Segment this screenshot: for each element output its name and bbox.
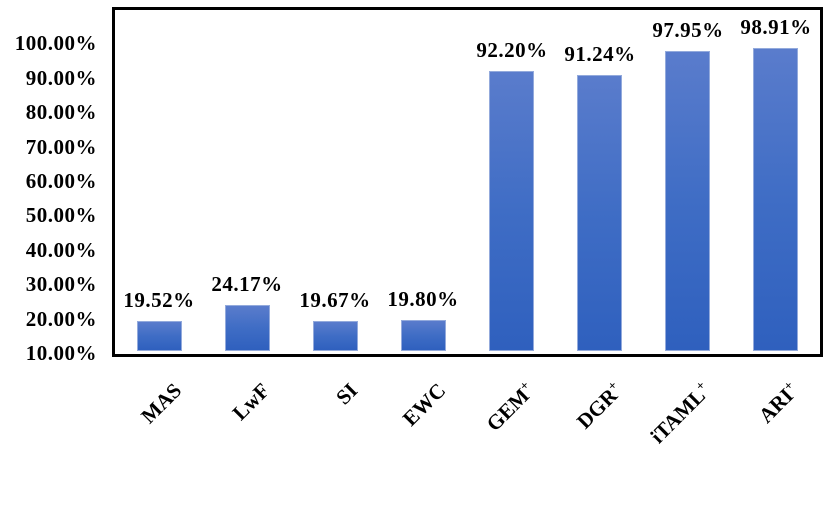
x-category-label-text: MAS bbox=[136, 378, 187, 429]
x-category-label-text: iTAML bbox=[645, 383, 710, 449]
y-tick-label: 40.00% bbox=[25, 237, 97, 262]
x-category-label-text: LwF bbox=[227, 378, 275, 425]
bar bbox=[665, 51, 710, 351]
bar bbox=[489, 71, 534, 351]
y-tick-label: 60.00% bbox=[25, 169, 97, 193]
bar-value-label: 91.24% bbox=[564, 42, 636, 66]
y-tick-label: 100.00% bbox=[14, 31, 97, 56]
bar-value-label: 19.52% bbox=[123, 288, 195, 312]
y-tick-label: 10.00% bbox=[25, 341, 97, 365]
y-tick-label: 50.00% bbox=[25, 203, 97, 228]
y-tick-label: 90.00% bbox=[25, 65, 97, 90]
y-tick-label: 30.00% bbox=[25, 272, 97, 297]
y-tick-label: 70.00% bbox=[25, 134, 97, 159]
bar-value-label: 19.80% bbox=[387, 287, 459, 311]
x-category-label-text: SI bbox=[331, 378, 363, 410]
bar bbox=[401, 320, 446, 351]
bar bbox=[577, 75, 622, 351]
bar bbox=[225, 305, 270, 351]
bar bbox=[313, 321, 358, 351]
bar-value-label: 19.67% bbox=[299, 288, 371, 312]
bar-value-label: 98.91% bbox=[740, 15, 812, 39]
x-category-label-text: EWC bbox=[397, 378, 451, 431]
bar bbox=[137, 321, 182, 351]
bar-value-label: 97.95% bbox=[652, 18, 724, 42]
y-tick-label: 80.00% bbox=[25, 100, 97, 125]
bar-value-label: 24.17% bbox=[211, 272, 283, 296]
bar-value-label: 92.20% bbox=[476, 38, 548, 62]
y-tick-label: 20.00% bbox=[25, 306, 97, 331]
bar bbox=[753, 48, 798, 351]
